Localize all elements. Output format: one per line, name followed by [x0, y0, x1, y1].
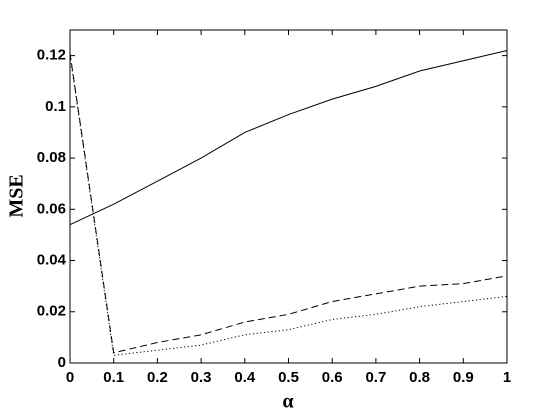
y-tick-label: 0.1 [45, 98, 66, 115]
y-tick-label: 0.02 [37, 303, 66, 320]
x-tick-label: 0.5 [278, 369, 299, 386]
x-tick-label: 0 [66, 369, 74, 386]
x-tick-label: 0.3 [191, 369, 212, 386]
x-tick-label: 0.4 [234, 369, 256, 386]
x-tick-label: 0.8 [409, 369, 430, 386]
x-tick-label: 0.9 [453, 369, 474, 386]
y-tick-label: 0.04 [37, 252, 67, 269]
x-tick-label: 0.1 [103, 369, 124, 386]
y-tick-label: 0 [58, 354, 66, 371]
y-tick-label: 0.06 [37, 200, 66, 217]
y-tick-label: 0.12 [37, 47, 66, 64]
x-tick-label: 1 [503, 369, 511, 386]
series-line [69, 50, 508, 226]
x-tick-label: 0.6 [322, 369, 343, 386]
series-line [69, 52, 508, 354]
x-tick-label: 0.7 [365, 369, 386, 386]
x-tick-label: 0.2 [147, 369, 168, 386]
y-axis-label: MSE [6, 174, 28, 217]
y-tick-label: 0.08 [37, 149, 66, 166]
x-axis-label: α [282, 391, 293, 413]
